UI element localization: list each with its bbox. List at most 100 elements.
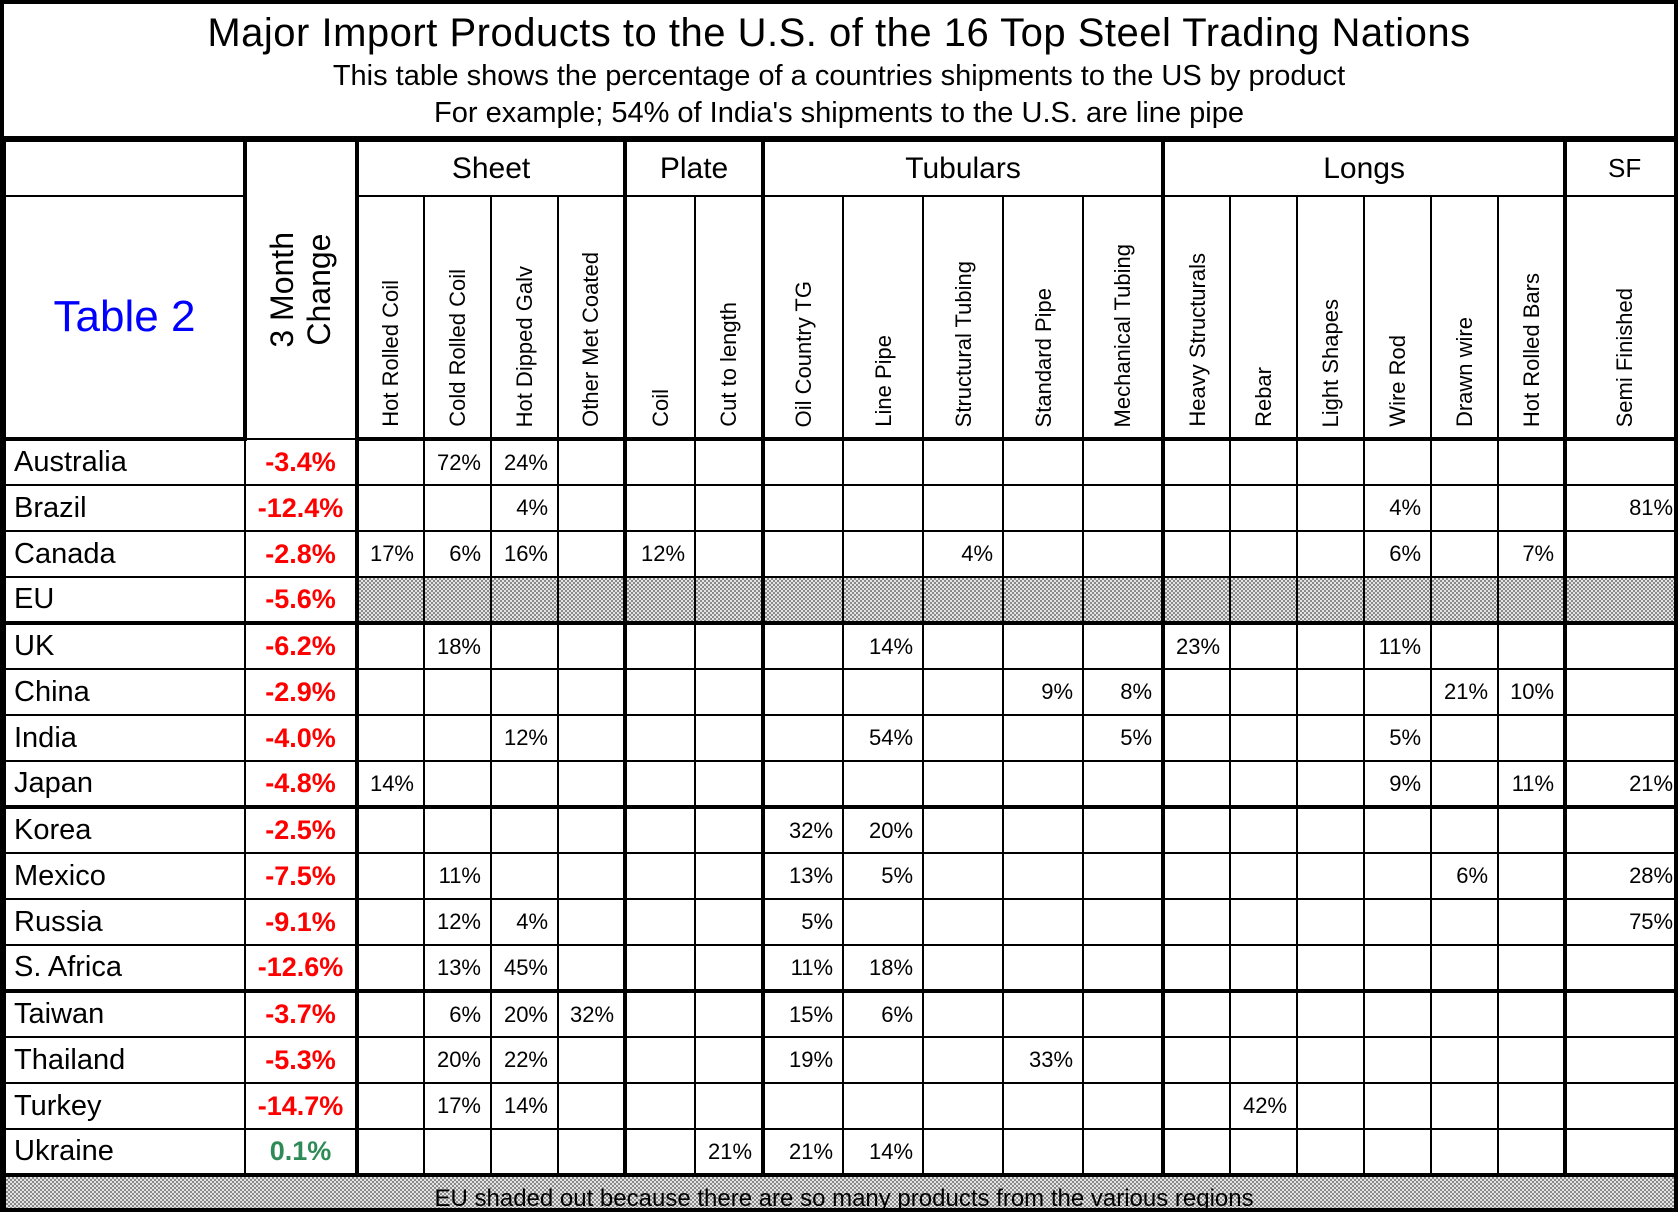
cell-value	[1296, 898, 1366, 946]
group-header-tubulars: Tubulars	[761, 140, 1165, 197]
cell-value	[842, 898, 925, 946]
column-header-coil: Coil	[623, 195, 697, 441]
column-header-structural-tubing: Structural Tubing	[922, 195, 1005, 441]
cell-value	[1296, 1082, 1366, 1130]
cell-value	[1082, 576, 1165, 625]
cell-value	[842, 438, 925, 486]
cell-value	[761, 668, 845, 716]
cell-value	[1161, 852, 1232, 900]
cell-value	[556, 898, 627, 946]
cell-value	[694, 438, 765, 486]
table-row: Russia -9.1% 12% 4% 5% 75%	[4, 898, 1674, 946]
column-header-cold-rolled-coil: Cold Rolled Coil	[423, 195, 492, 441]
cell-value: 16%	[490, 530, 559, 578]
cell-value	[842, 576, 925, 625]
cell-value	[355, 990, 425, 1038]
cell-value	[1363, 576, 1433, 625]
cell-value	[1082, 1036, 1165, 1084]
cell-value: 21%	[1430, 668, 1500, 716]
cell-value	[842, 1036, 925, 1084]
cell-value	[1161, 1036, 1232, 1084]
group-header-plate: Plate	[623, 140, 765, 197]
cell-value	[1296, 1128, 1366, 1177]
column-header-label: Light Shapes	[1318, 298, 1343, 427]
country-label: Korea	[4, 806, 246, 854]
column-header-wire-rod: Wire Rod	[1363, 195, 1433, 441]
cell-value	[1563, 622, 1674, 670]
cell-value: 15%	[761, 990, 845, 1038]
cell-value	[1002, 852, 1085, 900]
cell-value	[922, 944, 1005, 993]
cell-value	[1497, 1036, 1567, 1084]
column-header-drawn-wire: Drawn wire	[1430, 195, 1500, 441]
cell-value: 9%	[1002, 668, 1085, 716]
cell-value	[1082, 990, 1165, 1038]
cell-value	[1229, 484, 1299, 532]
cell-value	[556, 760, 627, 809]
change-value: -3.4%	[244, 438, 358, 486]
column-header-label: Cut to length	[715, 302, 741, 427]
cell-value	[842, 1082, 925, 1130]
cell-value	[1497, 1128, 1567, 1177]
country-label: Australia	[4, 438, 246, 486]
cell-value	[423, 806, 492, 854]
cell-value: 4%	[490, 484, 559, 532]
cell-value	[761, 760, 845, 809]
cell-value: 6%	[423, 530, 492, 578]
cell-value	[1563, 668, 1674, 716]
cell-value	[922, 1036, 1005, 1084]
cell-value	[1229, 852, 1299, 900]
cell-value	[1161, 1082, 1232, 1130]
table-row: EU -5.6%	[4, 576, 1674, 625]
cell-value	[1229, 622, 1299, 670]
cell-value	[490, 1128, 559, 1177]
cell-value: 23%	[1161, 622, 1232, 670]
cell-value	[761, 1082, 845, 1130]
cell-value	[922, 484, 1005, 532]
cell-value	[1363, 668, 1433, 716]
cell-value	[1430, 944, 1500, 993]
country-label: India	[4, 714, 246, 762]
cell-value	[1082, 1128, 1165, 1177]
cell-value: 6%	[1363, 530, 1433, 578]
table-row: UK -6.2% 18% 14% 23% 11%	[4, 622, 1674, 670]
country-label: EU	[4, 576, 246, 625]
cell-value: 13%	[423, 944, 492, 993]
cell-value	[423, 760, 492, 809]
column-header-label: Oil Country TG	[791, 280, 816, 427]
report-subtitle-1: This table shows the percentage of a cou…	[332, 60, 1346, 92]
cell-value	[694, 484, 765, 532]
cell-value	[694, 1082, 765, 1130]
column-header-cut-to-length: Cut to length	[694, 195, 765, 441]
column-header-label: Rebar	[1251, 367, 1276, 427]
cell-value	[1296, 714, 1366, 762]
cell-value: 4%	[1363, 484, 1433, 532]
cell-value: 18%	[842, 944, 925, 993]
cell-value	[1497, 1082, 1567, 1130]
cell-value	[922, 714, 1005, 762]
cell-value	[694, 944, 765, 993]
cell-value	[1430, 898, 1500, 946]
cell-value	[556, 944, 627, 993]
cell-value: 11%	[761, 944, 845, 993]
cell-value	[355, 1082, 425, 1130]
country-label: S. Africa	[4, 944, 246, 993]
cell-value	[922, 1128, 1005, 1177]
change-value: -2.9%	[244, 668, 358, 716]
cell-value	[1229, 714, 1299, 762]
group-header-sheet: Sheet	[354, 140, 627, 197]
cell-value	[490, 668, 559, 716]
cell-value	[1229, 1128, 1299, 1177]
cell-value	[1082, 438, 1165, 486]
cell-value	[1082, 1082, 1165, 1130]
country-label: Mexico	[4, 852, 246, 900]
cell-value	[623, 622, 697, 670]
column-header-label: Wire Rod	[1385, 335, 1410, 427]
cell-value	[1002, 438, 1085, 486]
cell-value	[1363, 990, 1433, 1038]
cell-value	[1497, 944, 1567, 993]
group-header-row: 3 Month Change Sheet Plate Tubulars Longs SF	[4, 140, 1674, 440]
cell-value	[1161, 1128, 1232, 1177]
column-header-label: Semi Finished	[1612, 287, 1638, 427]
cell-value: 14%	[842, 1128, 925, 1177]
